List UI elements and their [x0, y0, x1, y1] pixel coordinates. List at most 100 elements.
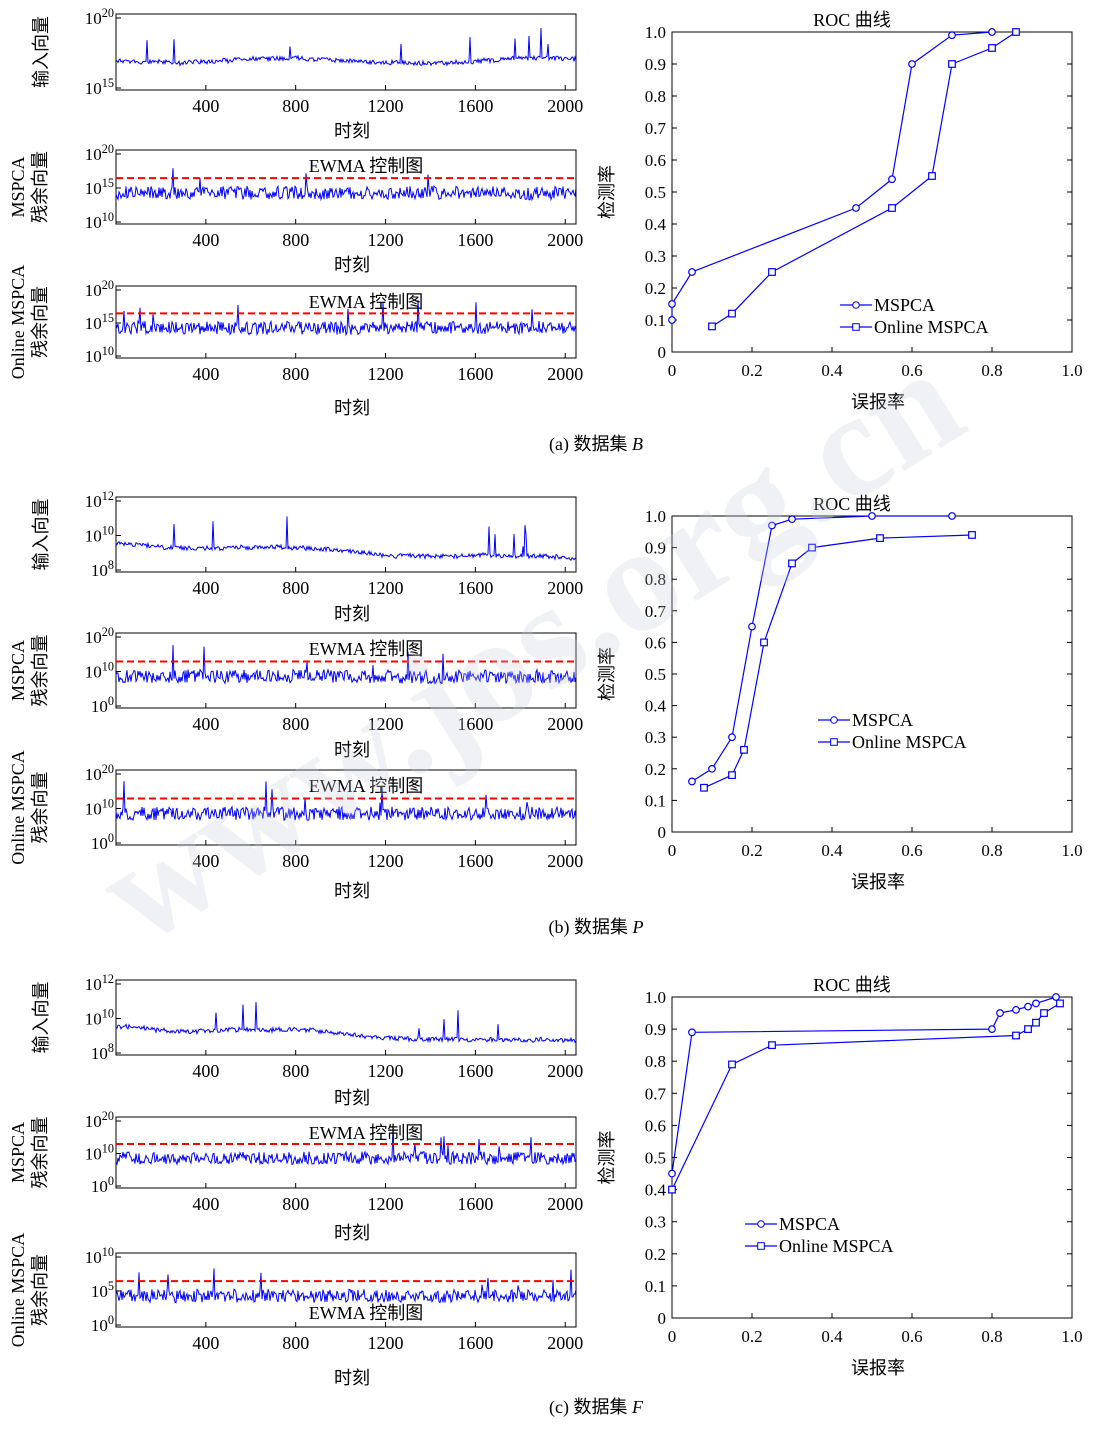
roc-y-tick-label: 0.7 — [645, 602, 667, 621]
roc-y-axis-label: 检测率 — [597, 165, 617, 219]
roc-y-tick-label: 0.4 — [645, 1181, 667, 1200]
y-tick-label: 100 — [91, 694, 114, 716]
y-axis-label: Online MSPCA — [8, 265, 28, 380]
signal-line — [115, 27, 577, 67]
roc-point-square — [888, 204, 896, 212]
roc-y-tick-label: 1.0 — [645, 988, 666, 1007]
y-axis-label: 残余向量 — [30, 1254, 50, 1326]
y-axis-label: 输入向量 — [31, 499, 51, 571]
legend-marker-circle — [757, 1220, 765, 1228]
y-axis-label: 残余向量 — [30, 635, 50, 707]
roc-x-tick-label: 0.2 — [741, 841, 762, 860]
y-axis-label: MSPCA — [8, 1122, 28, 1183]
roc-point-square — [968, 531, 976, 539]
ewma-label: EWMA 控制图 — [309, 639, 424, 659]
roc-point-circle — [852, 204, 860, 212]
roc-point-circle — [688, 777, 696, 786]
x-tick-label: 800 — [282, 230, 309, 250]
roc-x-tick-label: 0.8 — [981, 841, 1002, 860]
roc-point-circle — [708, 764, 716, 773]
x-axis-label: 时刻 — [334, 881, 370, 901]
y-tick-label: 1020 — [85, 625, 114, 647]
legend-label: Online MSPCA — [779, 1236, 894, 1256]
y-tick-label: 1020 — [85, 142, 114, 164]
x-tick-label: 1600 — [457, 1061, 493, 1081]
y-tick-label: 1015 — [85, 76, 114, 98]
roc-y-tick-label: 0.2 — [645, 279, 666, 298]
roc-y-tick-label: 0.1 — [645, 311, 666, 330]
roc-y-tick-label: 0.8 — [645, 1052, 666, 1071]
roc-title: ROC 曲线 — [813, 494, 891, 514]
roc-point-square — [700, 783, 708, 792]
roc-point-circle — [988, 28, 996, 36]
roc-x-tick-label: 0.4 — [821, 361, 843, 380]
roc-frame — [671, 515, 1073, 833]
x-tick-label: 800 — [282, 1333, 309, 1353]
plot-frame — [115, 149, 577, 225]
roc-point-circle — [768, 521, 776, 530]
y-axis-label: Online MSPCA — [8, 1233, 28, 1348]
x-tick-label: 800 — [282, 851, 309, 871]
roc-point-circle — [988, 1025, 996, 1033]
roc-x-tick-label: 1.0 — [1061, 841, 1082, 860]
roc-point-circle — [728, 733, 736, 742]
y-tick-label: 105 — [91, 1279, 114, 1301]
x-tick-label: 1200 — [368, 1061, 404, 1081]
x-tick-label: 800 — [282, 578, 309, 598]
roc-x-tick-label: 0.6 — [901, 841, 922, 860]
panel-F: 1012 1010 108 400 800 1200 1600 2000 时刻 输入向量 EWMA … — [8, 972, 1083, 1418]
roc-x-tick-label: 0.8 — [981, 361, 1002, 380]
x-tick-label: 2000 — [547, 364, 583, 384]
legend-marker-square — [852, 323, 860, 331]
roc-point-square — [760, 638, 768, 647]
x-tick-label: 1200 — [368, 230, 404, 250]
ewma-label: EWMA 控制图 — [309, 292, 424, 312]
y-axis-label: 残余向量 — [30, 1117, 50, 1189]
x-tick-label: 1600 — [457, 714, 493, 734]
roc-point-circle — [1012, 1005, 1020, 1014]
roc-y-tick-label: 0.4 — [645, 697, 667, 716]
x-tick-label: 2000 — [547, 851, 583, 871]
roc-point-circle — [688, 268, 696, 276]
timeseries-subplot: 1020 1015 400 800 1200 1600 2000 时刻 输入向量 — [31, 6, 583, 141]
x-tick-label: 400 — [192, 364, 219, 384]
legend-label: Online MSPCA — [852, 732, 967, 752]
roc-point-square — [768, 268, 776, 276]
x-tick-label: 400 — [192, 714, 219, 734]
roc-x-tick-label: 1.0 — [1061, 361, 1082, 380]
plot-frame — [115, 979, 577, 1056]
x-tick-label: 400 — [192, 96, 219, 116]
roc-y-tick-label: 0.9 — [645, 55, 666, 74]
x-tick-label: 1600 — [457, 96, 493, 116]
ewma-label: EWMA 控制图 — [309, 1303, 424, 1323]
x-tick-label: 1200 — [368, 96, 404, 116]
roc-y-tick-label: 0.4 — [645, 215, 667, 234]
timeseries-subplot: EWMA 控制图 1020 1010 100 400 800 1200 1600 2000 时刻 O… — [8, 750, 583, 901]
roc-series-line-square — [711, 31, 1017, 327]
roc-point-circle — [888, 175, 896, 184]
x-tick-label: 1600 — [457, 1333, 493, 1353]
y-axis-label: 残余向量 — [30, 286, 50, 358]
roc-point-square — [788, 559, 796, 568]
x-tick-label: 800 — [282, 1061, 309, 1081]
signal-line — [115, 168, 577, 202]
y-tick-label: 1010 — [85, 1142, 114, 1164]
plot-frame — [115, 1116, 577, 1189]
roc-series-line-circle — [671, 31, 993, 320]
timeseries-subplot: EWMA 控制图 1010 105 100 400 800 1200 1600 2000 时刻 On… — [8, 1233, 583, 1388]
x-tick-label: 1200 — [368, 1194, 404, 1214]
panel-B: 1020 1015 400 800 1200 1600 2000 时刻 输入向量 EWMA 控制图… — [8, 6, 1083, 455]
x-tick-label: 2000 — [547, 714, 583, 734]
roc-point-circle — [668, 1169, 676, 1178]
roc-frame — [671, 996, 1073, 1319]
x-tick-label: 2000 — [547, 578, 583, 598]
roc-point-square — [948, 60, 956, 68]
timeseries-subplot: EWMA 控制图 1020 1015 1010 400 800 1200 1600 2000 时刻… — [8, 265, 583, 418]
x-tick-label: 800 — [282, 364, 309, 384]
roc-point-square — [728, 309, 736, 318]
plot-frame — [115, 13, 577, 91]
timeseries-subplot: EWMA 控制图 1020 1010 100 400 800 1200 1600 2000 时刻 M… — [8, 625, 583, 760]
roc-chart: ROC 曲线 0 0.1 0.2 0.3 0.4 0.5 0.6 0.7 0.8 0.9 1.0 0 0.… — [597, 10, 1083, 412]
